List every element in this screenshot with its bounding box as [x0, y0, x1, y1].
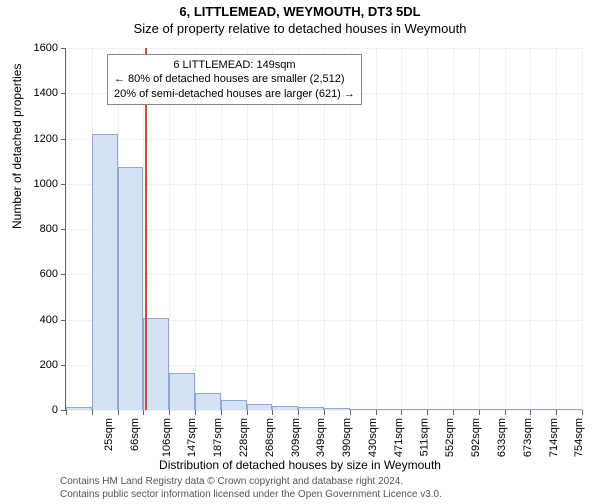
xtick-label: 714sqm [548, 418, 560, 457]
gridline-v [427, 48, 428, 410]
xtick-label: 471sqm [393, 418, 405, 457]
xtick-label: 552sqm [445, 418, 457, 457]
ytick-label: 0 [18, 404, 58, 416]
ytick-label: 800 [18, 223, 58, 235]
histogram-bar [272, 406, 298, 410]
ytick-label: 1400 [18, 87, 58, 99]
xtick-mark [298, 410, 299, 415]
xtick-label: 309sqm [290, 418, 302, 457]
xtick-label: 106sqm [161, 418, 173, 457]
xtick-label: 592sqm [470, 418, 482, 457]
xtick-mark [195, 410, 196, 415]
histogram-bar [66, 407, 92, 410]
xtick-mark [530, 410, 531, 415]
histogram-bar [427, 409, 453, 410]
xtick-mark [66, 410, 67, 415]
xtick-label: 25sqm [103, 418, 115, 451]
xtick-label: 147sqm [187, 418, 199, 457]
histogram-bar [401, 409, 427, 410]
ytick-label: 1000 [18, 178, 58, 190]
xtick-label: 511sqm [418, 418, 430, 456]
annotation-line-1: 6 LITTLEMEAD: 149sqm [114, 58, 355, 72]
histogram-bar [118, 167, 144, 410]
histogram-bar [453, 409, 479, 410]
xtick-mark [350, 410, 351, 415]
xtick-mark [143, 410, 144, 415]
xtick-mark [376, 410, 377, 415]
xtick-mark [401, 410, 402, 415]
xtick-mark [324, 410, 325, 415]
xtick-mark [479, 410, 480, 415]
histogram-bar [169, 373, 195, 410]
xtick-mark [582, 410, 583, 415]
x-axis-label: Distribution of detached houses by size … [0, 458, 600, 472]
gridline-v [401, 48, 402, 410]
gridline-v [66, 48, 67, 410]
xtick-mark [505, 410, 506, 415]
histogram-bar [530, 409, 556, 410]
histogram-bar [324, 408, 350, 410]
chart-area: 25sqm66sqm106sqm147sqm187sqm228sqm268sqm… [65, 48, 581, 410]
histogram-bar [376, 409, 402, 410]
xtick-label: 633sqm [496, 418, 508, 457]
histogram-bar [350, 409, 376, 410]
gridline-v [453, 48, 454, 410]
xtick-label: 66sqm [129, 418, 141, 451]
annotation-line-2: ← 80% of detached houses are smaller (2,… [114, 72, 355, 86]
histogram-bar [143, 318, 169, 410]
ytick-label: 1200 [18, 133, 58, 145]
ytick-label: 200 [18, 359, 58, 371]
xtick-label: 673sqm [522, 418, 534, 457]
histogram-bar [221, 400, 247, 410]
gridline-v [505, 48, 506, 410]
gridline-v [376, 48, 377, 410]
xtick-mark [221, 410, 222, 415]
gridline-v [479, 48, 480, 410]
xtick-label: 228sqm [238, 418, 250, 457]
histogram-bar [556, 409, 582, 410]
xtick-label: 268sqm [264, 418, 276, 457]
xtick-label: 187sqm [212, 418, 224, 457]
xtick-mark [118, 410, 119, 415]
histogram-bar [247, 404, 273, 410]
histogram-bar [298, 407, 324, 410]
ytick-label: 1600 [18, 42, 58, 54]
xtick-label: 430sqm [367, 418, 379, 457]
xtick-label: 390sqm [341, 418, 353, 457]
xtick-mark [272, 410, 273, 415]
annotation-line-3: 20% of semi-detached houses are larger (… [114, 87, 355, 101]
xtick-mark [453, 410, 454, 415]
ytick-label: 400 [18, 314, 58, 326]
gridline-v [582, 48, 583, 410]
chart-title-sub: Size of property relative to detached ho… [0, 21, 600, 36]
xtick-mark [92, 410, 93, 415]
xtick-mark [169, 410, 170, 415]
xtick-mark [427, 410, 428, 415]
histogram-bar [195, 393, 221, 410]
footer-line-2: Contains public sector information licen… [60, 489, 442, 500]
histogram-bar [505, 409, 531, 410]
ytick-label: 600 [18, 268, 58, 280]
chart-title-main: 6, LITTLEMEAD, WEYMOUTH, DT3 5DL [0, 4, 600, 19]
histogram-bar [92, 134, 118, 410]
gridline-v [556, 48, 557, 410]
gridline-v [530, 48, 531, 410]
xtick-mark [247, 410, 248, 415]
annotation-box: 6 LITTLEMEAD: 149sqm ← 80% of detached h… [107, 54, 362, 105]
xtick-label: 754sqm [574, 418, 586, 457]
footer-line-1: Contains HM Land Registry data © Crown c… [60, 476, 403, 487]
histogram-bar [479, 409, 505, 410]
xtick-label: 349sqm [316, 418, 328, 457]
xtick-mark [556, 410, 557, 415]
